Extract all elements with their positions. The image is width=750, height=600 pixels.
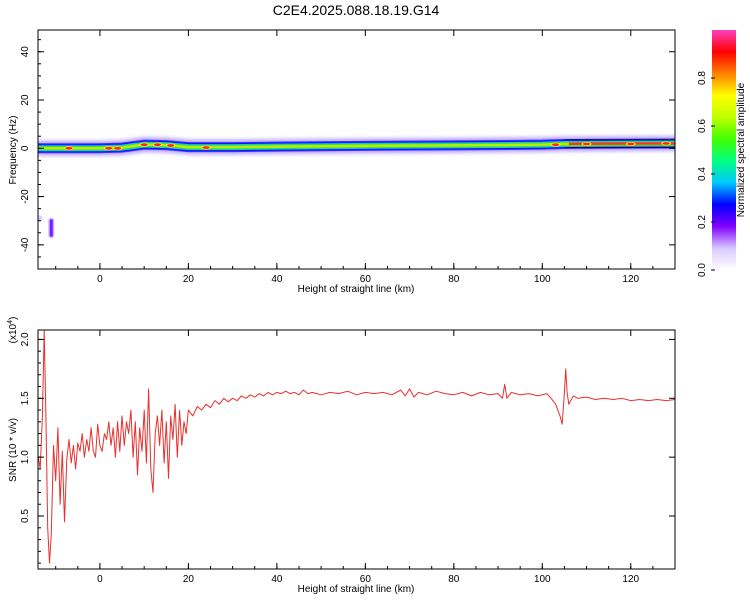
spectrum-hotspot bbox=[153, 143, 161, 146]
y-tick-label: -20 bbox=[20, 189, 31, 204]
y-tick-label: 0 bbox=[20, 145, 31, 151]
y-tick-label: 0.5 bbox=[20, 509, 31, 523]
snr-plot-area bbox=[38, 330, 675, 564]
x-tick-label: 80 bbox=[448, 574, 460, 585]
snr-frame bbox=[37, 329, 676, 570]
snr-scale-note: (x104) bbox=[7, 317, 19, 344]
spectrum-hotspot bbox=[552, 143, 560, 146]
spectrogram-x-axis: 0 20 40 60 80 100 120 bbox=[55, 30, 676, 285]
x-tick-label: 60 bbox=[360, 274, 372, 285]
x-tick-label: 100 bbox=[534, 274, 551, 285]
snr-y-axis: 0.5 1.0 1.5 2.0 bbox=[20, 332, 675, 564]
x-tick-label: 80 bbox=[448, 274, 460, 285]
colorbar-label: Normalized spectral amplitude bbox=[736, 82, 747, 217]
y-tick-label: 1.5 bbox=[20, 391, 31, 405]
spectrum-hotspot bbox=[583, 142, 591, 146]
x-tick-label: 0 bbox=[97, 574, 103, 585]
snr-x-label: Height of straight line (km) bbox=[298, 584, 415, 595]
snr-scale-prefix: (x10 bbox=[8, 323, 19, 343]
spectrum-hotspot bbox=[114, 146, 122, 150]
snr-scale-exponent: 4 bbox=[7, 320, 14, 324]
spectrum-hotspot bbox=[202, 146, 210, 149]
colorbar-tick-label: 0.8 bbox=[697, 71, 708, 85]
spectrogram-y-axis: -40 -20 0 20 40 bbox=[20, 39, 675, 258]
spectrum-hotspot bbox=[167, 144, 175, 147]
spectrum-hotspot bbox=[65, 146, 73, 150]
y-tick-label: 20 bbox=[20, 94, 31, 106]
snr-scale-close: ) bbox=[8, 317, 19, 320]
spectrum-hotspot bbox=[140, 143, 148, 146]
snr-series-line bbox=[38, 330, 675, 564]
spectrum-hotspot bbox=[105, 146, 113, 150]
y-tick-label: -40 bbox=[20, 237, 31, 252]
x-tick-label: 120 bbox=[622, 274, 639, 285]
spectrogram-panel: 0 20 40 60 80 100 120 -40 -20 0 20 40 Height of st… bbox=[8, 29, 676, 295]
snr-y-label: SNR (10 * v/v) bbox=[8, 418, 19, 482]
snr-panel: 0 20 40 60 80 100 120 0.5 1.0 1.5 2.0 Height of s… bbox=[7, 317, 676, 595]
colorbar-tick-label: 0.6 bbox=[697, 119, 708, 133]
spectrogram-y-label: Frequency (Hz) bbox=[8, 116, 19, 185]
colorbar-tick-label: 0.2 bbox=[697, 215, 708, 229]
snr-x-axis: 0 20 40 60 80 100 120 bbox=[55, 330, 676, 585]
colorbar: 0.0 0.2 0.4 0.6 0.8 Normalized spectral ampl… bbox=[697, 30, 747, 277]
colorbar-tick-label: 0.0 bbox=[697, 263, 708, 277]
spectrogram-frame bbox=[37, 29, 676, 270]
x-tick-label: 100 bbox=[534, 574, 551, 585]
y-tick-label: 2.0 bbox=[20, 332, 31, 346]
x-tick-label: 60 bbox=[360, 574, 372, 585]
colorbar-ticks: 0.0 0.2 0.4 0.6 0.8 bbox=[697, 71, 715, 277]
colorbar-tick-label: 0.4 bbox=[697, 167, 708, 181]
y-tick-label: 40 bbox=[20, 46, 31, 58]
chart-title: C2E4.2025.088.18.19.G14 bbox=[272, 2, 440, 18]
x-tick-label: 40 bbox=[271, 574, 283, 585]
spectrogram-x-label: Height of straight line (km) bbox=[298, 284, 415, 295]
colorbar-gradient bbox=[712, 30, 736, 270]
x-tick-label: 20 bbox=[183, 274, 195, 285]
spectrum-hotspot bbox=[662, 142, 670, 145]
spectrum-band-layer bbox=[38, 142, 675, 150]
spectrum-hotspot bbox=[627, 142, 635, 146]
y-tick-label: 1.0 bbox=[20, 450, 31, 464]
x-tick-label: 120 bbox=[622, 574, 639, 585]
spectrogram-plot-area bbox=[38, 134, 675, 239]
x-tick-label: 0 bbox=[97, 274, 103, 285]
x-tick-label: 20 bbox=[183, 574, 195, 585]
isolated-feature-speck bbox=[38, 215, 43, 222]
x-tick-label: 40 bbox=[271, 274, 283, 285]
